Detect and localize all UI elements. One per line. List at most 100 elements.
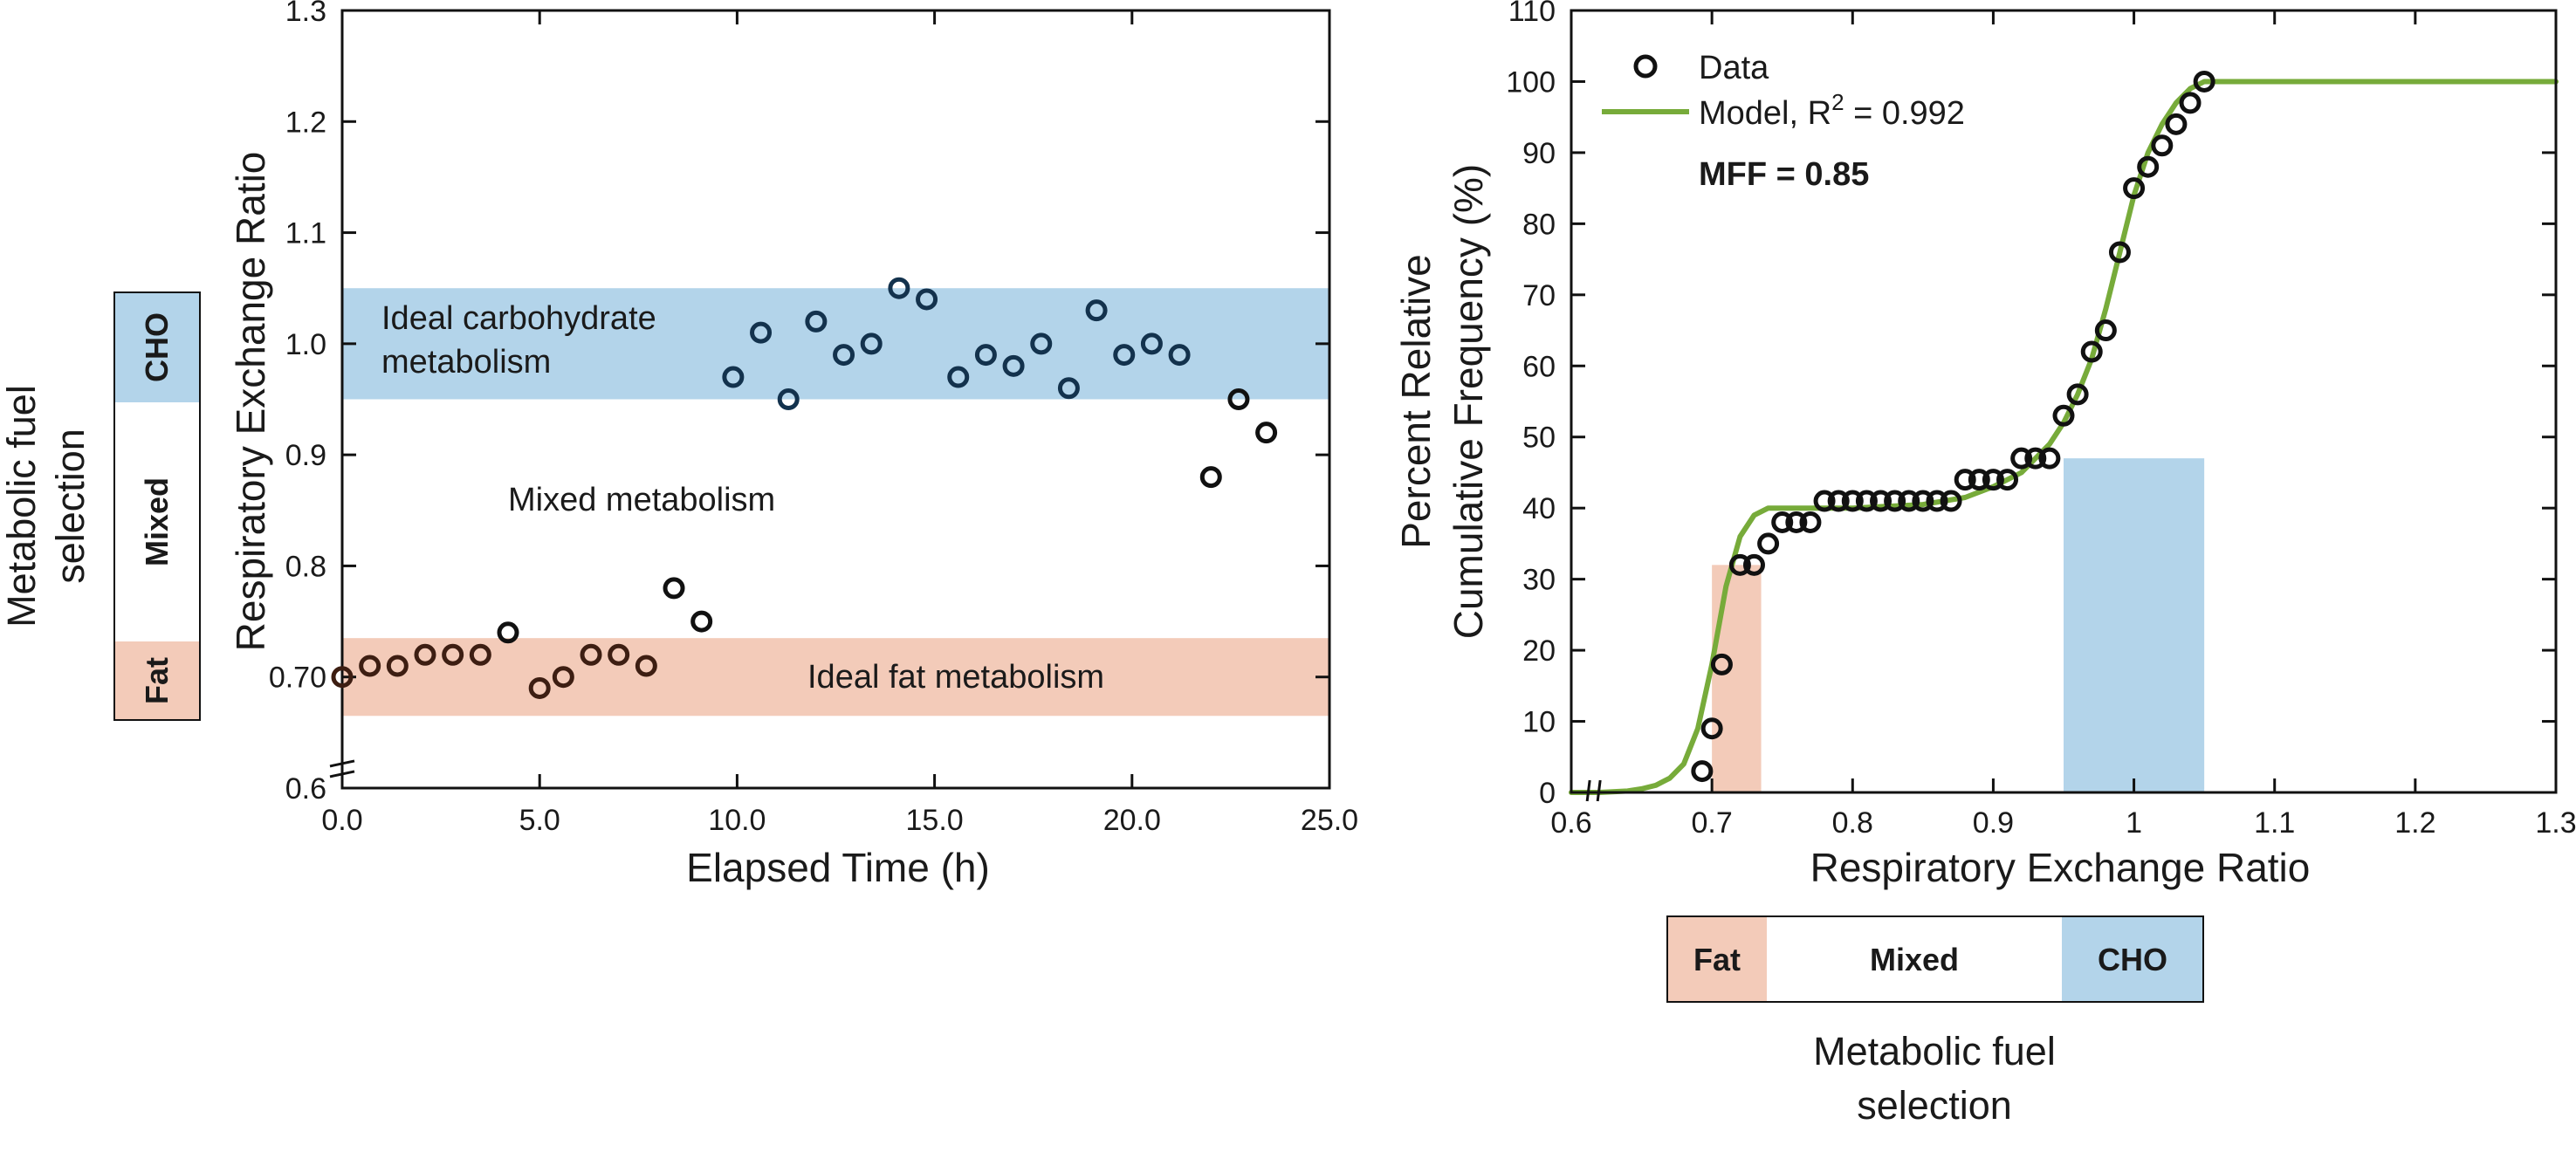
rer-data-point	[974, 344, 997, 367]
rer-data-point	[359, 655, 381, 677]
cumulative-data-point	[2010, 447, 2033, 470]
rer-data-point	[414, 643, 436, 666]
right-x-tick-label: 1.2	[2394, 806, 2435, 840]
rer-data-point	[1140, 333, 1163, 355]
cumulative-data-point	[1841, 490, 1864, 512]
cumulative-data-point	[1996, 469, 2019, 491]
rer-data-point	[608, 643, 630, 666]
cumulative-data-point	[1940, 490, 1962, 512]
left-y-tick-label: 0.6	[285, 772, 326, 806]
legend-model-label: Model, R2 = 0.992	[1699, 89, 1965, 132]
cumulative-data-point	[2179, 92, 2202, 114]
band-cho-label-line2: metabolism	[381, 344, 551, 381]
left-y-tick-label: 0.9	[285, 439, 326, 472]
cumulative-data-point	[2123, 177, 2146, 200]
rer-data-point	[528, 676, 551, 699]
left-bar-cho-label: CHO	[139, 312, 175, 382]
legend-mff: MFF = 0.85	[1699, 156, 1869, 193]
cumulative-data-point	[1742, 553, 1765, 576]
rer-data-point	[469, 643, 491, 666]
bottom-bar-cho-label: CHO	[2098, 942, 2167, 977]
cumulative-data-point	[2151, 134, 2174, 157]
cumulative-data-point	[1912, 490, 1934, 512]
left-x-tick-label: 20.0	[1103, 804, 1161, 837]
cumulative-data-point	[2038, 447, 2061, 470]
band-fat-label: Ideal fat metabolism	[807, 659, 1104, 696]
right-y-tick-label: 100	[1506, 65, 1556, 99]
right-y-tick-label: 50	[1522, 422, 1556, 455]
rer-data-point	[1030, 333, 1053, 355]
cumulative-data-point	[1827, 490, 1850, 512]
axis-break-mark	[329, 770, 355, 778]
left-bar-title-line2: selection	[48, 429, 93, 584]
left-y-tick-label: 1.0	[285, 328, 326, 361]
right-x-tick-label: 0.6	[1550, 806, 1591, 840]
mixed-region-label: Mixed metabolism	[508, 482, 775, 518]
rer-data-point	[860, 333, 883, 355]
left-fuel-bar: Metabolic fuel selection CHO Mixed Fat	[0, 291, 201, 721]
cumulative-data-point	[2108, 241, 2131, 264]
cumulative-data-point	[2137, 155, 2160, 178]
cumulative-data-point	[1982, 469, 2004, 491]
right-y-tick-label: 10	[1522, 706, 1556, 739]
left-x-tick-label: 10.0	[708, 804, 766, 837]
left-chart: 0.0 5.0 10.0 15.0 20.0 25.0 0.6 0.70 0.8 0.9 1.0 1.…	[228, 0, 1358, 890]
left-plot-frame	[340, 9, 1331, 790]
bottom-bar-cho-segment	[2062, 916, 2203, 1002]
left-y-tick-label: 1.2	[285, 106, 326, 139]
left-bar-fat-label: Fat	[139, 657, 175, 704]
cumulative-data-point	[1968, 469, 1990, 491]
right-y-tick-label: 110	[1508, 0, 1556, 28]
cumulative-data-point	[2165, 113, 2188, 135]
cumulative-data-point	[2193, 70, 2215, 93]
left-axis-ticks: 0.0 5.0 10.0 15.0 20.0 25.0 0.6 0.70 0.8 0.9 1.0 1.…	[269, 0, 1358, 837]
cumulative-data-point	[1855, 490, 1878, 512]
legend-data-marker	[1633, 54, 1658, 79]
cumulative-data-point	[1898, 490, 1920, 512]
bottom-bar-outline	[1666, 915, 2204, 1003]
right-y-tick-label: 30	[1522, 564, 1556, 597]
band-ideal-fat	[342, 638, 1329, 717]
cumulative-data-point	[1799, 511, 1822, 533]
right-y-tick-label: 80	[1522, 208, 1556, 241]
legend-model-sup: 2	[1831, 89, 1844, 115]
band-ideal-carbohydrate	[342, 288, 1329, 400]
bottom-fuel-bar: Fat Mixed CHO Metabolic fuel selection	[1666, 915, 2204, 1128]
right-y-tick-label: 20	[1522, 634, 1556, 668]
rer-data-point	[1255, 422, 1278, 444]
right-axis-ticks: 0.6 0.7 0.8 0.9 1 1.1 1.2 1.3 0 10 20 30 40 50 60 70 80 9…	[1506, 0, 2576, 840]
right-y-tick-label: 70	[1522, 279, 1556, 312]
cumulative-data-point	[1771, 511, 1794, 533]
left-bar-fat-segment	[114, 641, 200, 720]
rer-data-point	[1057, 377, 1080, 400]
left-bar-cho-segment	[114, 292, 200, 402]
bottom-bar-fat-label: Fat	[1693, 942, 1741, 977]
left-bar-outline	[113, 291, 201, 721]
bottom-bar-title-line1: Metabolic fuel	[1813, 1029, 2056, 1073]
legend: Data Model, R2 = 0.992 MFF = 0.85	[1602, 50, 1965, 193]
rer-data-point	[331, 666, 354, 689]
legend-model-suffix: = 0.992	[1844, 95, 1965, 132]
axis-break-mark	[329, 759, 355, 768]
right-y-tick-label: 40	[1522, 492, 1556, 525]
cumulative-data-point	[2024, 447, 2047, 470]
rer-data-point	[947, 366, 970, 388]
right-y-tick-label: 0	[1539, 777, 1556, 810]
rer-data-point	[1199, 466, 1222, 489]
right-y-axis-label-line2: Cumulative Frequency (%)	[1446, 164, 1491, 640]
rer-data-point	[1085, 299, 1108, 322]
cumulative-data-point	[1870, 490, 1893, 512]
right-y-tick-label: 90	[1522, 137, 1556, 170]
right-y-axis-label-line1: Percent Relative	[1393, 254, 1439, 549]
left-x-tick-label: 15.0	[906, 804, 964, 837]
rer-data-point	[1227, 388, 1250, 410]
axis-break-mark	[1596, 779, 1602, 802]
rer-data-point	[750, 321, 773, 344]
band-cho-label-line1: Ideal carbohydrate	[381, 300, 656, 337]
right-y-tick-label: 60	[1522, 350, 1556, 383]
shaded-cho-region	[2064, 458, 2205, 792]
rer-data-point	[690, 610, 713, 633]
right-x-tick-label: 0.7	[1692, 806, 1733, 840]
cumulative-data-point	[1757, 532, 1780, 555]
left-y-tick-label: 1.3	[285, 0, 326, 28]
